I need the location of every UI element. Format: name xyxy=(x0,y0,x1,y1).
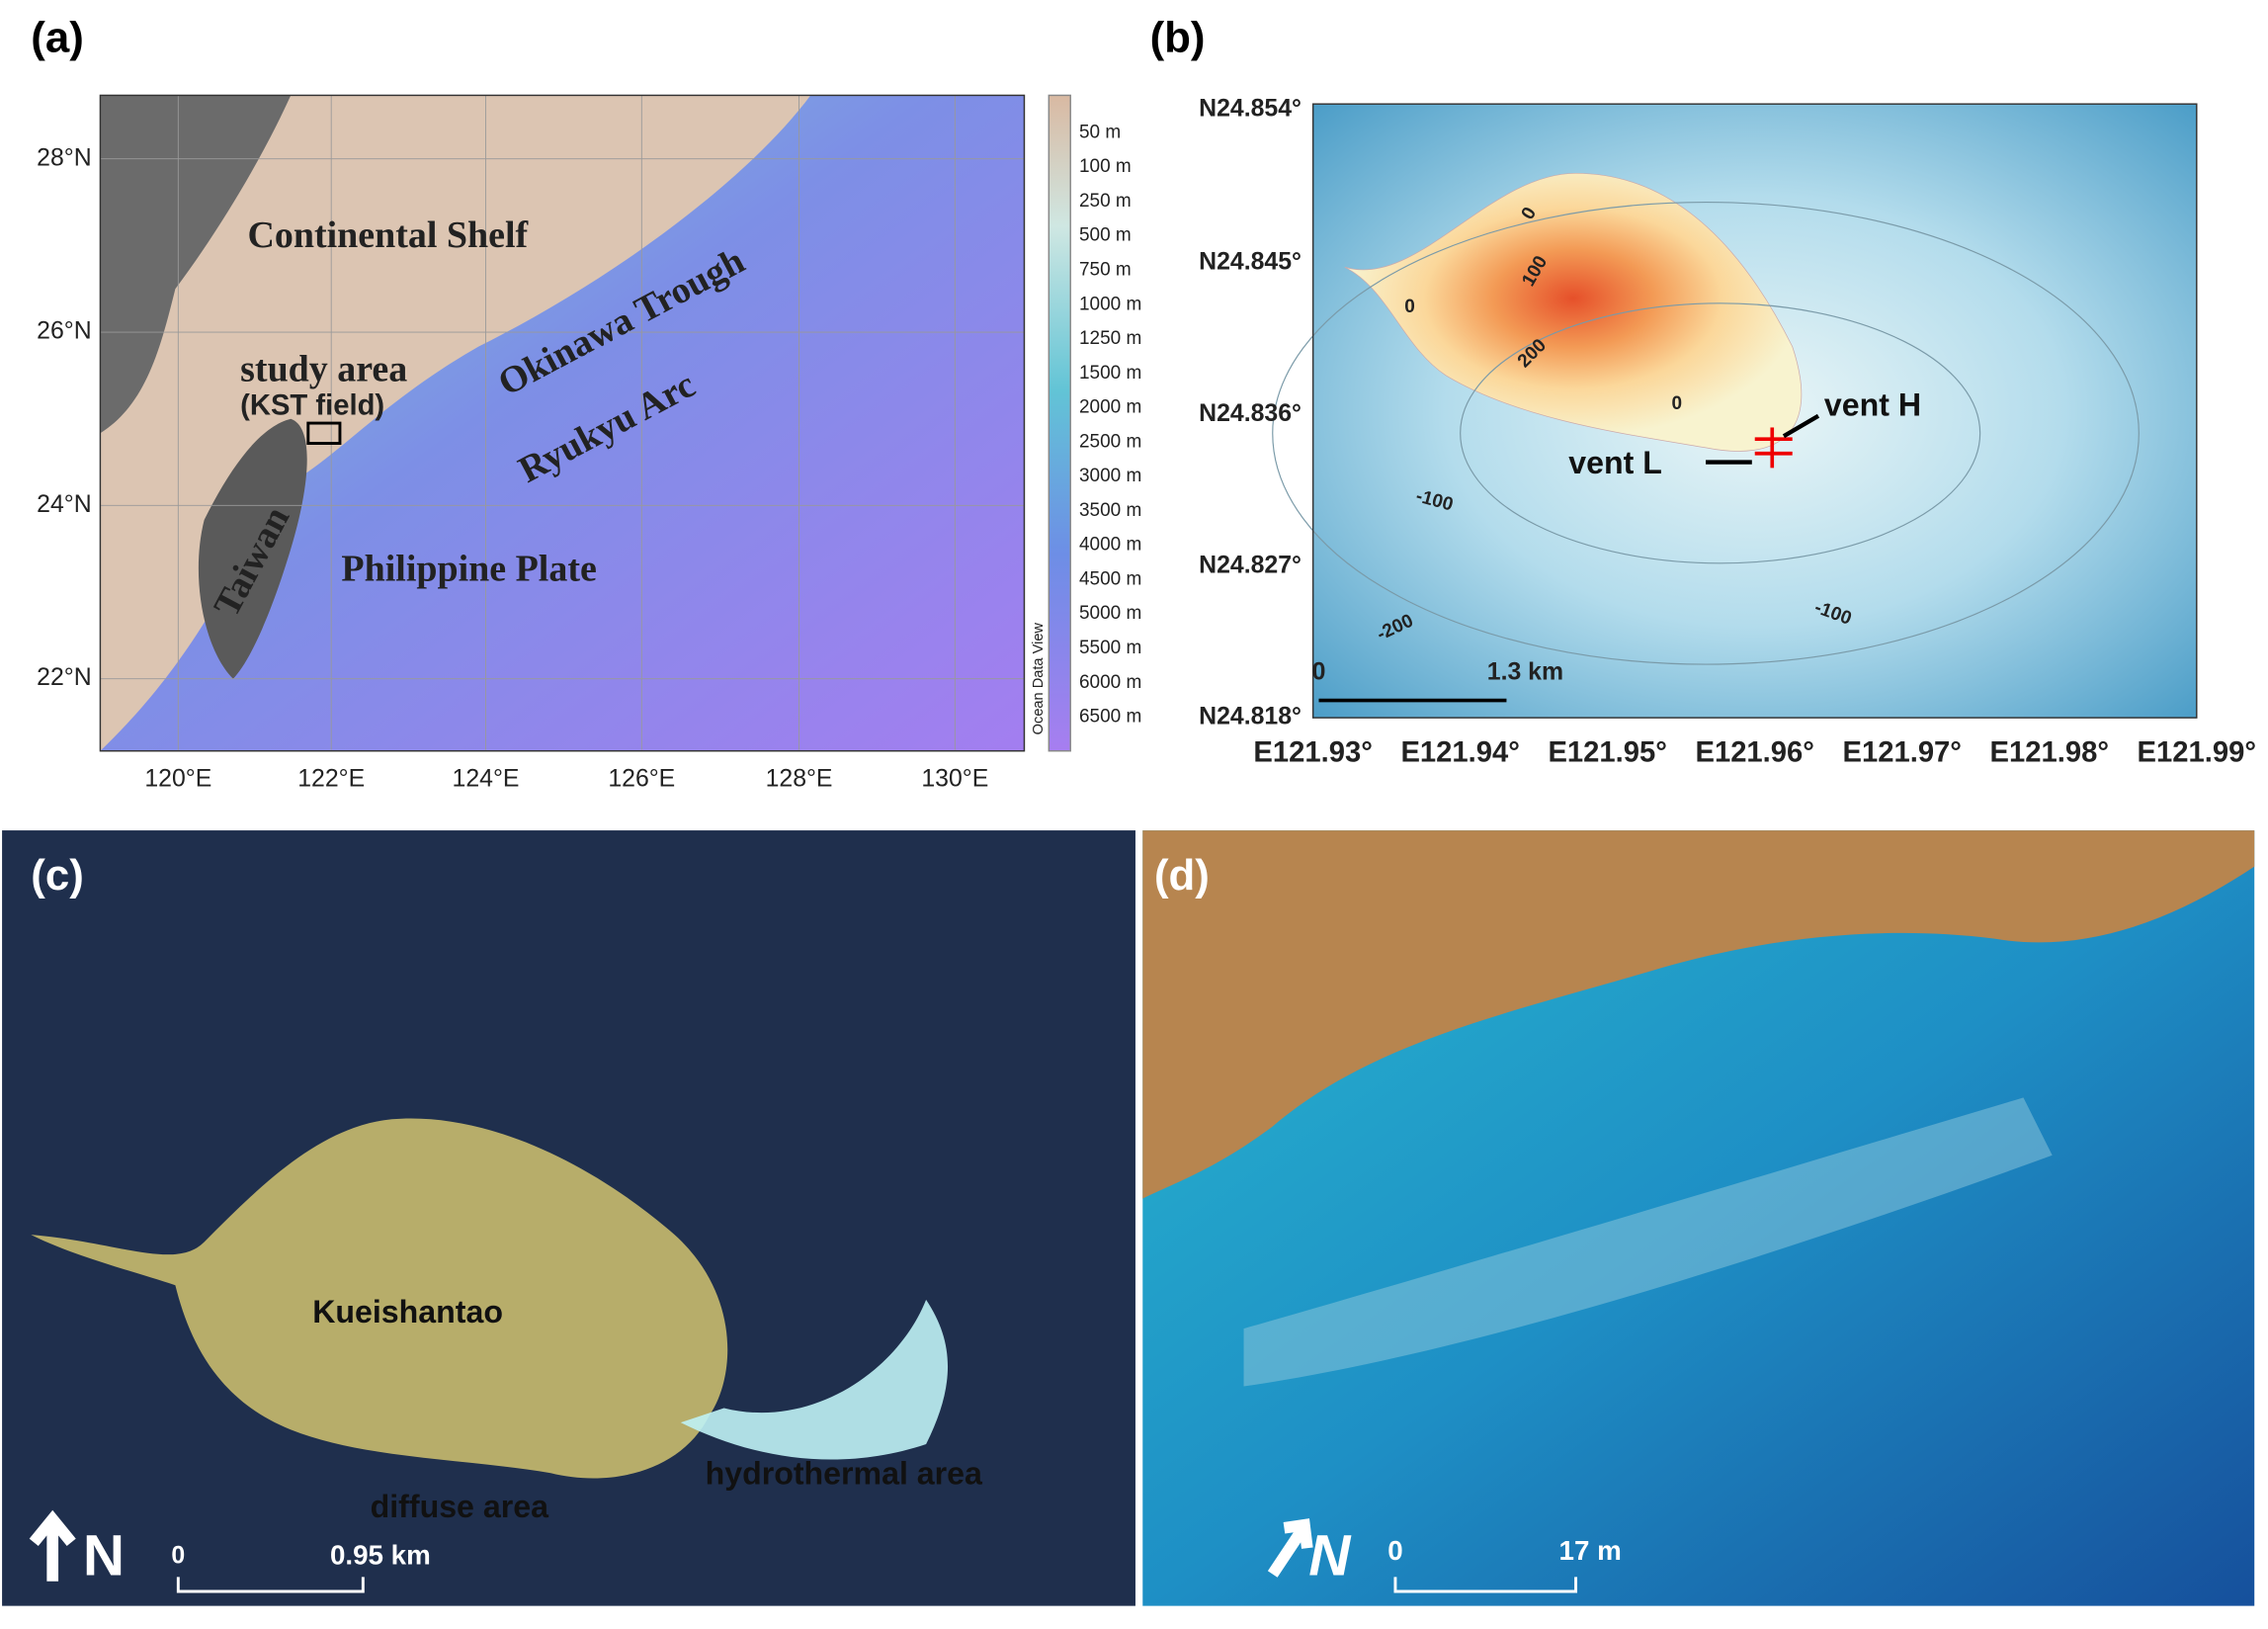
panel-label: (b) xyxy=(1150,13,1206,61)
legend-label: 500 m xyxy=(1079,225,1132,246)
panel-a-map xyxy=(99,94,1071,752)
scale-label: 0 xyxy=(1387,1535,1402,1566)
map-annotation: diffuse area xyxy=(371,1489,549,1524)
legend-label: 4000 m xyxy=(1079,535,1141,556)
contour-label: 0 xyxy=(1404,297,1415,317)
y-tick-label: N24.836° xyxy=(1199,400,1302,427)
scale-label: 0.95 km xyxy=(330,1539,431,1570)
map-annotation: (KST field) xyxy=(240,390,384,422)
x-tick-label: E121.97° xyxy=(1843,736,1962,768)
x-tick-label: E121.94° xyxy=(1400,736,1519,768)
legend-label: 4500 m xyxy=(1079,568,1141,589)
map-annotation: Continental Shelf xyxy=(247,214,529,256)
y-tick-label: N24.827° xyxy=(1199,552,1302,578)
x-tick-label: E121.96° xyxy=(1695,736,1813,768)
legend-label: 3000 m xyxy=(1079,466,1141,486)
x-tick-label: E121.98° xyxy=(1990,736,2109,768)
vent-label: vent L xyxy=(1568,445,1662,480)
y-tick-label: 22°N xyxy=(37,664,91,691)
legend-label: 5500 m xyxy=(1079,638,1141,658)
legend-label: 3500 m xyxy=(1079,500,1141,521)
y-tick-label: 26°N xyxy=(37,318,91,345)
panel-label: (a) xyxy=(31,13,84,61)
map-annotation: study area xyxy=(240,349,407,390)
legend-label: 1000 m xyxy=(1079,294,1141,314)
legend-label: 6000 m xyxy=(1079,672,1141,693)
panel-d-image xyxy=(1142,830,2255,1606)
map-annotation: Kueishantao xyxy=(312,1294,503,1329)
legend-label: 6500 m xyxy=(1079,707,1141,728)
legend-label: 1250 m xyxy=(1079,328,1141,349)
panel-b-map xyxy=(1272,103,2198,719)
legend-label: 2500 m xyxy=(1079,431,1141,452)
y-tick-label: 24°N xyxy=(37,491,91,518)
x-tick-label: 120°E xyxy=(144,765,211,792)
y-tick-label: N24.845° xyxy=(1199,248,1302,275)
north-label: N xyxy=(83,1523,125,1587)
legend-label: 5000 m xyxy=(1079,603,1141,624)
legend-label: 100 m xyxy=(1079,156,1132,177)
y-tick-label: 28°N xyxy=(37,144,91,171)
map-annotation: Philippine Plate xyxy=(341,548,596,589)
scale-label: 17 m xyxy=(1559,1535,1622,1566)
x-tick-label: 130°E xyxy=(921,765,988,792)
x-tick-label: 126°E xyxy=(608,765,675,792)
scale-label: 0 xyxy=(1312,658,1326,685)
legend-label: 1500 m xyxy=(1079,363,1141,384)
legend-label: 250 m xyxy=(1079,191,1132,212)
scale-label: 0 xyxy=(171,1543,185,1570)
y-tick-label: N24.818° xyxy=(1199,704,1302,730)
y-tick-label: N24.854° xyxy=(1199,96,1302,123)
x-tick-label: E121.95° xyxy=(1548,736,1666,768)
contour-label: 0 xyxy=(1672,393,1683,414)
scale-label: 1.3 km xyxy=(1487,658,1563,685)
panel-label: (d) xyxy=(1154,851,1210,900)
x-tick-label: 124°E xyxy=(453,765,520,792)
vent-label: vent H xyxy=(1824,386,1921,422)
north-label: N xyxy=(1308,1523,1352,1587)
x-tick-label: E121.99° xyxy=(2138,736,2256,768)
map-annotation: hydrothermal area xyxy=(706,1456,983,1492)
legend-label: 750 m xyxy=(1079,260,1132,281)
panel-label: (c) xyxy=(31,851,84,900)
panel-c-image xyxy=(2,830,1135,1606)
x-tick-label: 122°E xyxy=(297,765,365,792)
legend-title: Ocean Data View xyxy=(1031,623,1047,735)
x-tick-label: 128°E xyxy=(766,765,833,792)
legend-label: 2000 m xyxy=(1079,397,1141,418)
x-tick-label: E121.93° xyxy=(1253,736,1372,768)
legend-label: 50 m xyxy=(1079,122,1121,142)
